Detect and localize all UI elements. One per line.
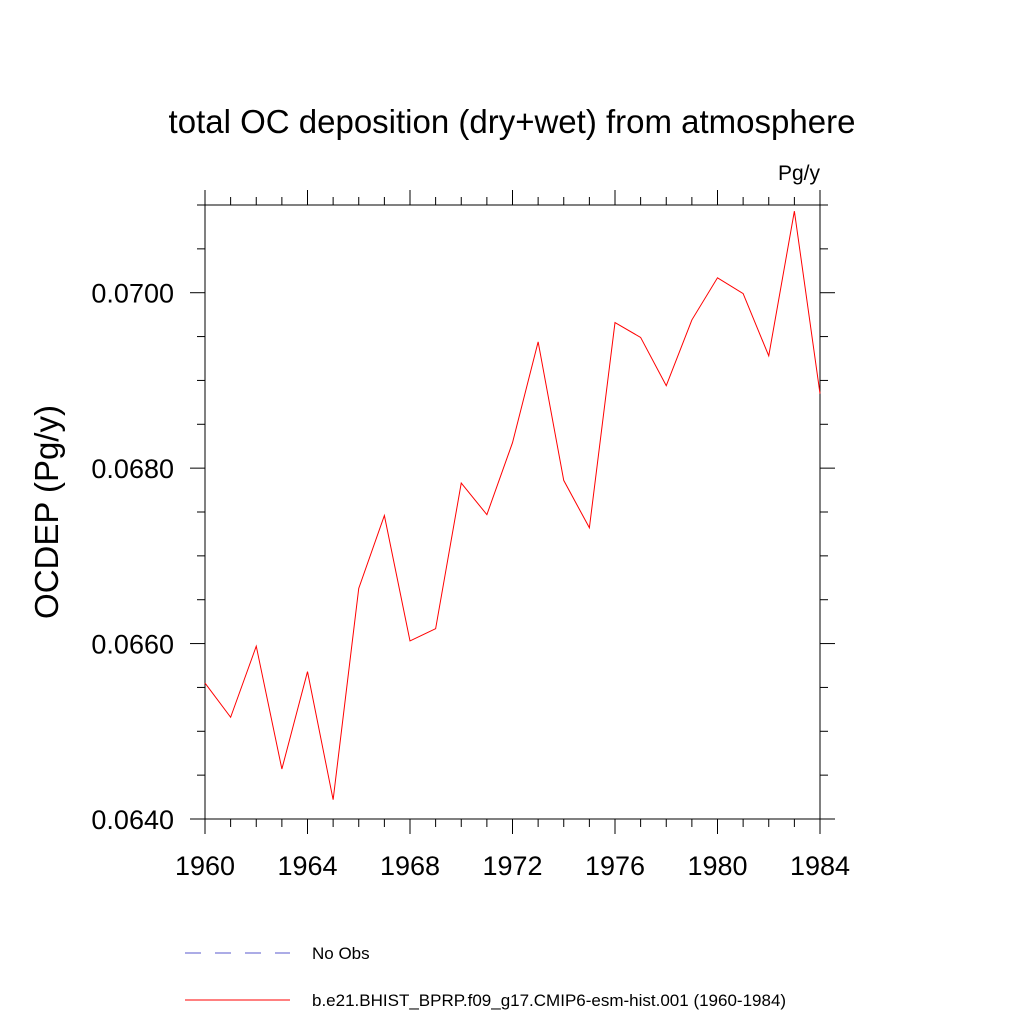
x-tick-label: 1980 (687, 851, 747, 881)
x-tick-label: 1972 (482, 851, 542, 881)
legend-label-model: b.e21.BHIST_BPRP.f09_g17.CMIP6-esm-hist.… (312, 991, 786, 1010)
y-tick-label: 0.0700 (91, 279, 174, 309)
x-tick-label: 1964 (277, 851, 337, 881)
x-tick-label: 1976 (585, 851, 645, 881)
y-tick-label: 0.0660 (91, 630, 174, 660)
series-lines (204, 211, 821, 800)
axis-ticks: 1960 1964 1968 1972 1976 1980 1984 0.0640 0.0660… (91, 190, 850, 881)
x-tick-label: 1968 (380, 851, 440, 881)
plot-frame (204, 204, 821, 820)
y-tick-label: 0.0680 (91, 454, 174, 484)
y-tick-label: 0.0640 (91, 805, 174, 835)
legend-label-no-obs: No Obs (312, 944, 370, 963)
units-label: Pg/y (778, 162, 821, 185)
chart-title: total OC deposition (dry+wet) from atmos… (169, 103, 856, 140)
plot-area: 1960 1964 1968 1972 1976 1980 1984 0.0640 0.0660… (91, 190, 850, 881)
x-tick-label: 1984 (790, 851, 850, 881)
legend: No Obs b.e21.BHIST_BPRP.f09_g17.CMIP6-es… (185, 944, 786, 1010)
series-line-1 (204, 211, 821, 800)
x-tick-label: 1960 (175, 851, 235, 881)
y-axis-label: OCDEP (Pg/y) (28, 405, 65, 619)
